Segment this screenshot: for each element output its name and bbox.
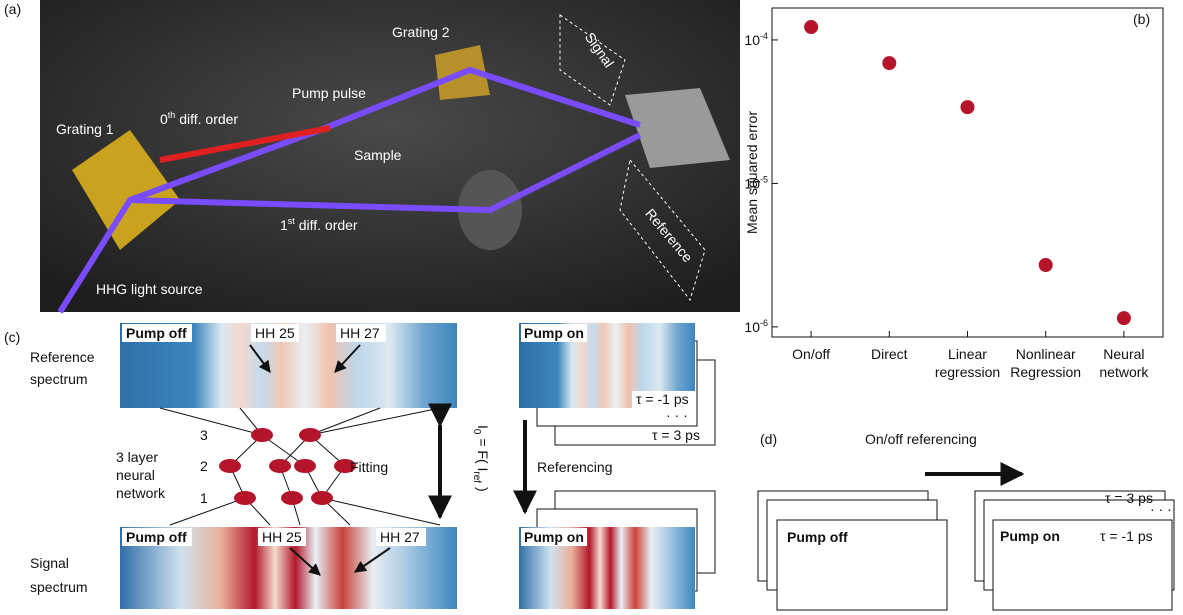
x-tick-label: Regression [1010,364,1081,380]
label: · · · [1150,501,1172,517]
label: · · · [666,407,688,423]
label: 3 layer [116,449,158,465]
label: Signal [30,555,69,571]
label: 2 [200,458,208,474]
figure: (a) Grating 2 Signal Pump pulse 0th diff… [0,0,1183,615]
point [882,56,896,70]
y-axis-label: Mean squared error [744,111,760,234]
label: Grating 1 [56,121,114,137]
tick-exponent: -6 [760,318,768,328]
point [1117,311,1131,325]
label: Pump off [787,529,848,545]
network-nodes [219,428,356,505]
label: Pump off [126,529,187,545]
label: Pump on [1000,528,1060,544]
label: Pump pulse [292,85,366,101]
panel-label: (c) [4,329,20,345]
label-part: diff. order [175,111,238,127]
eq-part: ) [475,483,491,492]
x-tick-label: Direct [871,346,908,362]
label: network [116,485,166,501]
panel-label: (d) [760,431,777,447]
label: spectrum [30,579,88,595]
label: Sample [354,147,402,163]
x-tick-label: network [1099,364,1149,380]
y-tick-label: 10-6 [744,318,768,335]
label: 1 [200,490,208,506]
point [804,20,818,34]
point [1039,258,1053,272]
label: spectrum [30,371,88,387]
y-tick-label: 10-5 [744,174,768,191]
panel-label: (b) [1133,11,1150,27]
label-part: diff. order [295,217,358,233]
x-tick-label: regression [935,364,1000,380]
label: On/off referencing [865,431,977,447]
panel-label: (a) [4,1,21,17]
label-part: 1 [280,217,288,233]
label: τ = -1 ps [1100,528,1153,544]
label: Reference [30,349,95,365]
tick-exponent: -4 [760,31,768,41]
label: Pump off [126,325,187,341]
stack [758,491,1174,610]
tick-exponent: -5 [760,174,768,184]
sub: ref [471,471,482,483]
label: Fitting [350,459,388,475]
label: Pump on [524,325,584,341]
plot-frame [772,8,1163,337]
tick-base: 10 [744,175,760,191]
label: HH 25 [262,529,302,545]
label: HHG light source [96,281,203,297]
label: HH 25 [255,325,295,341]
label: τ = 3 ps [1105,490,1153,506]
x-tick-label: Nonlinear [1016,346,1076,362]
label: Referencing [537,459,613,475]
x-tick-label: On/off [792,346,830,362]
point [961,100,975,114]
label: Pump on [524,529,584,545]
label: τ = -1 ps [636,391,689,407]
label: τ = 3 ps [652,427,700,443]
eq-part: = F( I [475,434,491,471]
label: 3 [200,427,208,443]
y-tick-label: 10-4 [744,31,768,48]
sup: th [168,110,176,120]
equation: I0 = F( Iref ) [471,425,491,492]
x-tick-label: Linear [948,346,987,362]
label: HH 27 [340,325,380,341]
tick-base: 10 [744,319,760,335]
label-part: 0 [160,111,168,127]
label: neural [116,467,155,483]
tick-base: 10 [744,32,760,48]
label: Grating 2 [392,24,450,40]
x-tick-label: Neural [1103,346,1144,362]
label: HH 27 [380,529,420,545]
